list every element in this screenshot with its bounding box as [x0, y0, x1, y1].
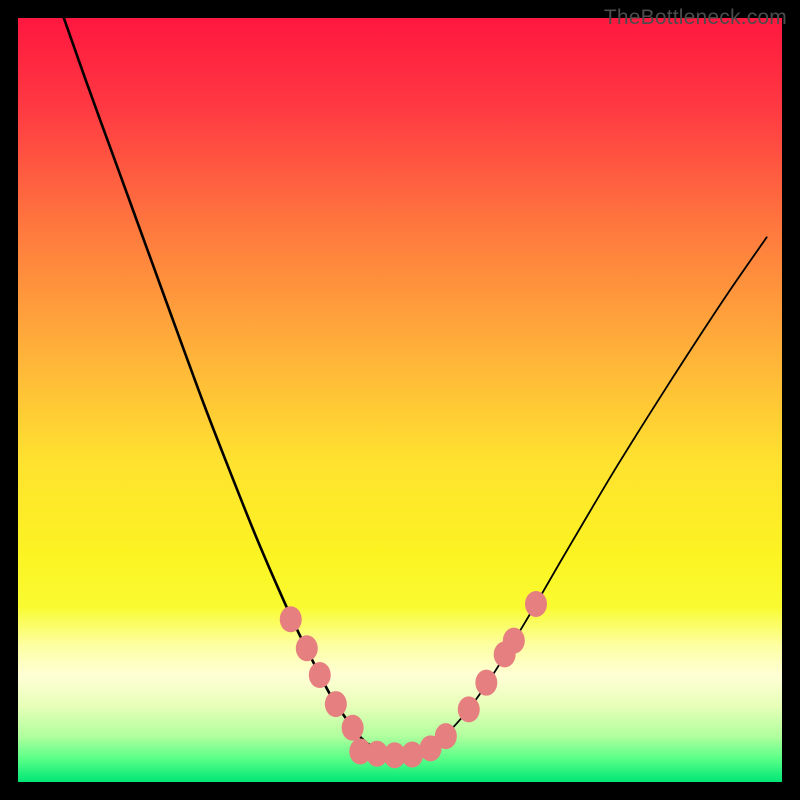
curve-left — [58, 18, 400, 755]
curve-bead — [325, 691, 347, 717]
curve-bead — [280, 606, 302, 632]
chart-area — [18, 18, 782, 782]
bottleneck-curve-svg — [18, 18, 782, 782]
curve-bead — [296, 635, 318, 661]
curve-bead — [309, 662, 331, 688]
watermark-text: TheBottleneck.com — [604, 6, 787, 30]
curve-bead — [342, 715, 364, 741]
curve-bead — [435, 723, 457, 749]
curve-bead — [503, 628, 525, 654]
curve-right — [400, 237, 767, 755]
curve-bead — [525, 591, 547, 617]
curve-bead — [458, 696, 480, 722]
curve-bead — [475, 670, 497, 696]
